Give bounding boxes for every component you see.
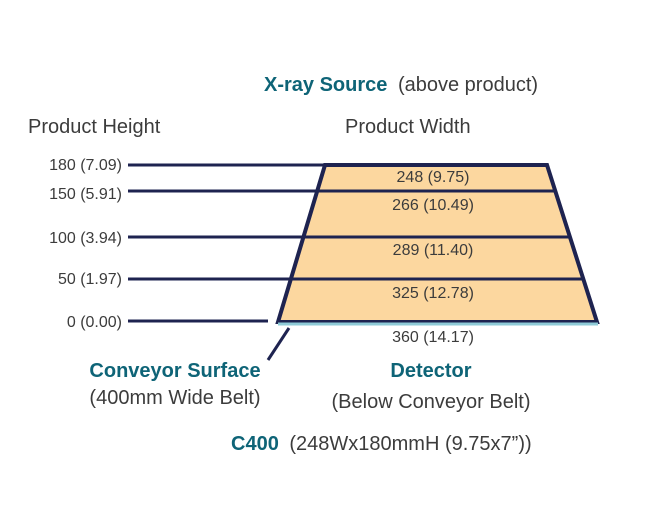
height-label-100: 100 (3.94)	[49, 230, 122, 247]
width-label-50: 325 (12.78)	[392, 285, 474, 302]
detector-label: Detector	[390, 360, 471, 382]
xray-source-note: (above product)	[398, 74, 538, 96]
height-label-0: 0 (0.00)	[67, 314, 122, 331]
width-label-100: 289 (11.40)	[393, 242, 474, 259]
height-label-180: 180 (7.09)	[49, 157, 122, 174]
width-label-150: 266 (10.49)	[392, 197, 474, 214]
model-spec: (248Wx180mmH (9.75x7”))	[289, 433, 531, 455]
width-label-180: 248 (9.75)	[397, 169, 470, 186]
conveyor-pointer	[266, 327, 291, 361]
svg-text:C400 (248Wx180mmH (9.75x7”: C400 (248Wx180mmH (9.75x7”))	[231, 433, 532, 455]
model-name: C400	[231, 433, 279, 455]
width-label-0: 360 (14.17)	[392, 329, 474, 346]
height-label-50: 50 (1.97)	[58, 271, 122, 288]
product-width-header: Product Width	[345, 116, 471, 138]
detector-note: (Below Conveyor Belt)	[332, 391, 531, 413]
xray-source-label: X-ray Source	[264, 74, 387, 96]
height-label-150: 150 (5.91)	[49, 186, 122, 203]
conveyor-surface-note: (400mm Wide Belt)	[89, 387, 260, 409]
product-height-header: Product Height	[28, 116, 161, 138]
conveyor-surface-label: Conveyor Surface	[89, 360, 260, 382]
svg-text:X-ray Source (above produc: X-ray Source (above product)	[264, 74, 538, 96]
